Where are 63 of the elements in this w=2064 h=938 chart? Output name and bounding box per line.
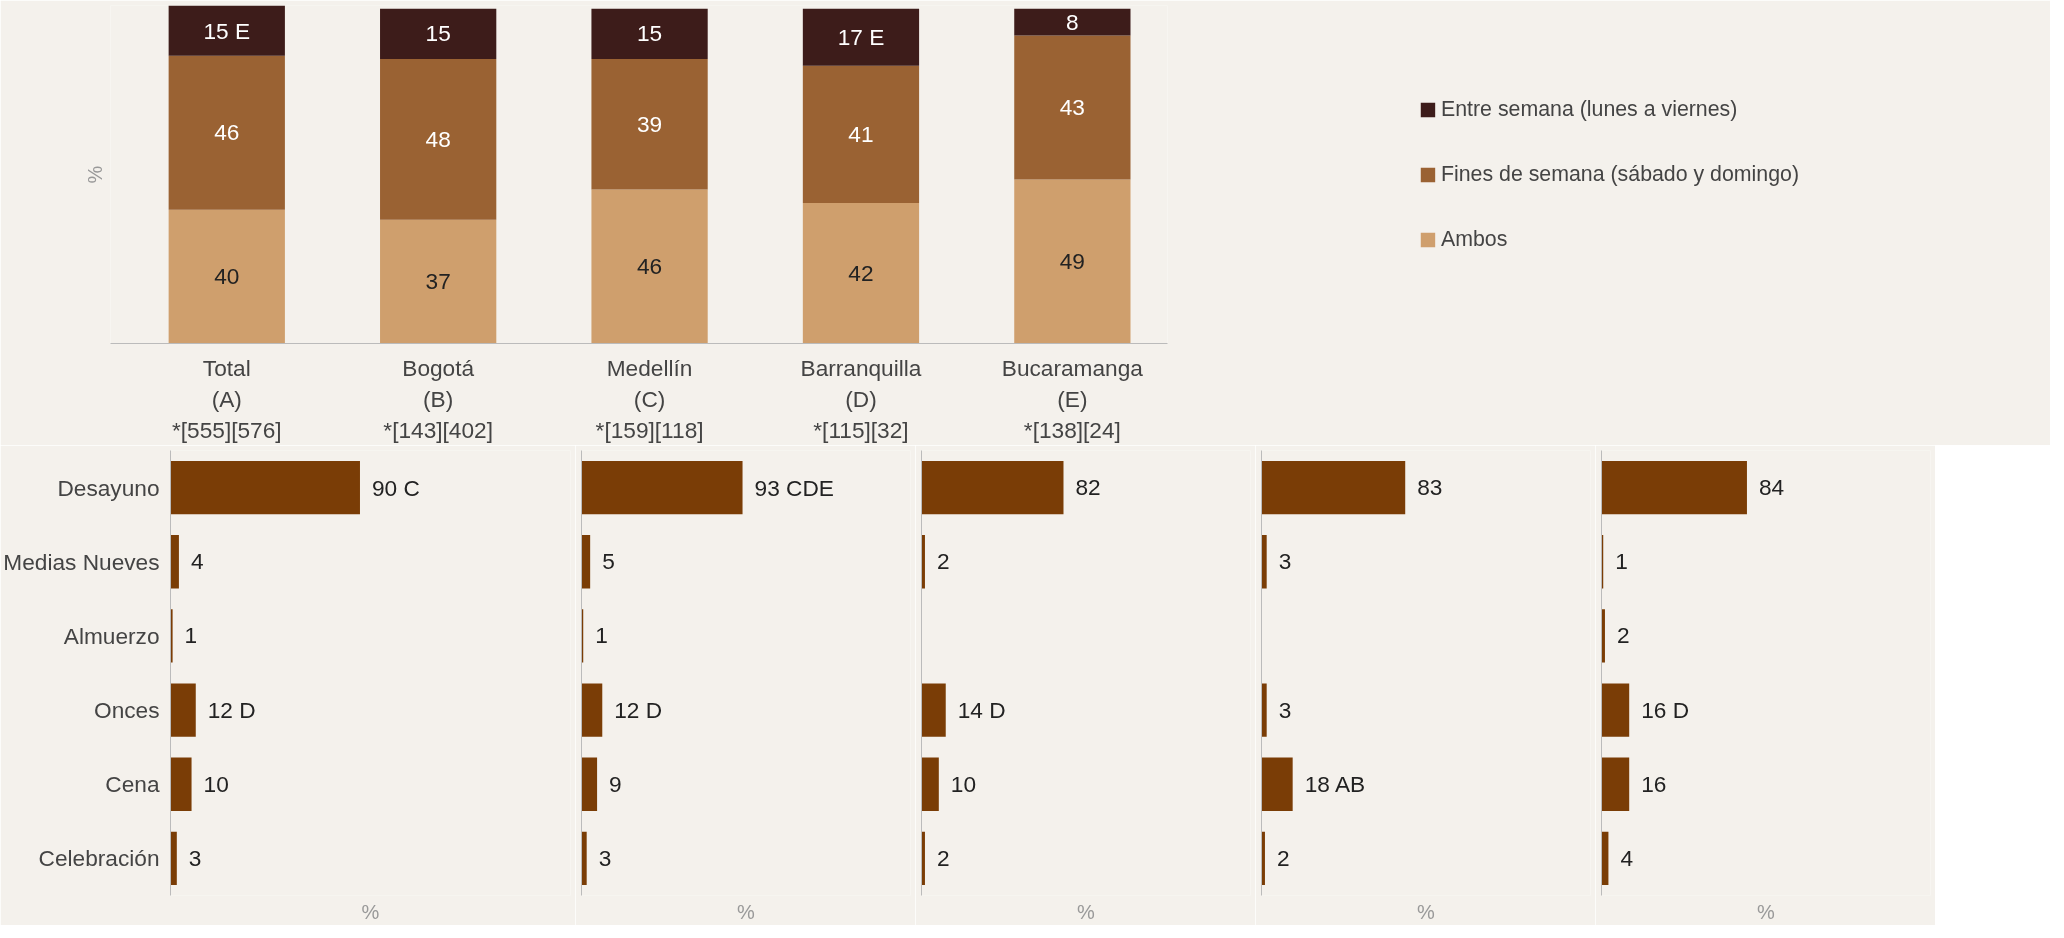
data-label: 9: [609, 770, 622, 797]
data-label: 12 D: [614, 697, 663, 724]
x-tick-label: Bogotá (B) *[143][402]: [383, 354, 493, 443]
data-label: 16 D: [1641, 697, 1690, 724]
y-tick-label: Medias Nueves: [3, 548, 160, 575]
data-label: 8: [1066, 8, 1079, 35]
x-axis-title: %: [737, 900, 756, 923]
data-label: 41: [848, 120, 874, 147]
data-label: 3: [1278, 548, 1292, 575]
data-label: 93 CDE: [754, 474, 834, 501]
data-label: 43: [1059, 94, 1085, 121]
data-label: 17 E: [837, 24, 885, 51]
data-label: 15: [636, 20, 663, 47]
x-tick-label: Total (A) *[555][576]: [171, 354, 282, 443]
y-tick-label: Celebración: [38, 845, 160, 872]
x-tick-label: Bucaramanga (E) *[138][24]: [1001, 354, 1144, 443]
data-label: 83: [1417, 474, 1443, 501]
data-label: 46: [636, 253, 663, 280]
data-label: 2: [1276, 844, 1290, 871]
y-axis-title: %: [83, 165, 106, 184]
data-label: 49: [1059, 248, 1085, 275]
y-tick-label: Almuerzo: [63, 622, 160, 649]
data-label: 3: [188, 844, 202, 871]
y-tick-label: Desayuno: [57, 474, 160, 501]
data-label: 90 C: [371, 474, 420, 501]
data-label: 4: [1620, 844, 1634, 871]
data-label: 18 AB: [1304, 771, 1366, 798]
data-label: 16: [1641, 770, 1667, 797]
data-label: 15 E: [203, 17, 251, 44]
data-label: 14 D: [957, 697, 1006, 724]
y-tick-label: Cena: [105, 771, 160, 798]
data-label: 1: [184, 622, 198, 649]
data-label: 39: [636, 110, 663, 137]
data-label: 3: [598, 844, 612, 871]
data-label: 82: [1075, 474, 1101, 501]
legend-label: Fines de semana (sábado y domingo): [1440, 161, 1800, 187]
x-axis-title: %: [361, 900, 380, 923]
data-label: 2: [936, 844, 950, 871]
data-label: 1: [595, 622, 608, 649]
x-tick-label: Medellín (C) *[159][118]: [595, 354, 704, 443]
data-label: 1: [1615, 548, 1628, 575]
legend-label: Ambos: [1440, 226, 1508, 252]
data-label: 10: [950, 770, 977, 797]
x-axis-title: %: [1417, 900, 1436, 923]
x-axis-title: %: [1757, 900, 1776, 923]
data-label: 4: [190, 548, 204, 575]
y-tick-label: Onces: [94, 697, 160, 724]
data-label: 46: [214, 119, 240, 146]
data-label: 42: [848, 259, 874, 286]
data-label: 37: [425, 268, 451, 295]
data-label: 84: [1758, 474, 1785, 501]
legend-label: Entre semana (lunes a viernes): [1440, 96, 1738, 122]
data-label: 48: [425, 125, 451, 152]
data-label: 5: [602, 548, 615, 575]
data-label: 2: [936, 548, 950, 575]
data-label: 2: [1616, 622, 1630, 649]
x-tick-label: Barranquilla (D) *[115][32]: [800, 354, 922, 443]
data-label: 40: [214, 263, 240, 290]
data-label: 3: [1278, 696, 1292, 723]
data-label: 12 D: [207, 697, 256, 724]
x-axis-title: %: [1077, 900, 1096, 923]
data-label: 15: [425, 20, 451, 47]
data-label: 10: [203, 770, 229, 797]
